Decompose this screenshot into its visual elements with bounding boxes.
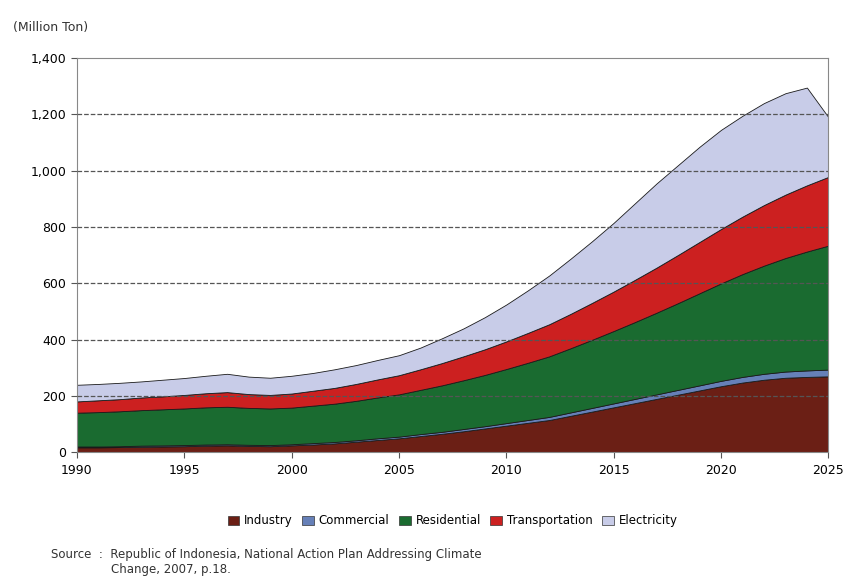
Text: Source  :  Republic of Indonesia, National Action Plan Addressing Climate
      : Source : Republic of Indonesia, National… (51, 548, 481, 576)
Text: (Million Ton): (Million Ton) (13, 21, 88, 34)
Legend: Industry, Commercial, Residential, Transportation, Electricity: Industry, Commercial, Residential, Trans… (223, 510, 682, 532)
